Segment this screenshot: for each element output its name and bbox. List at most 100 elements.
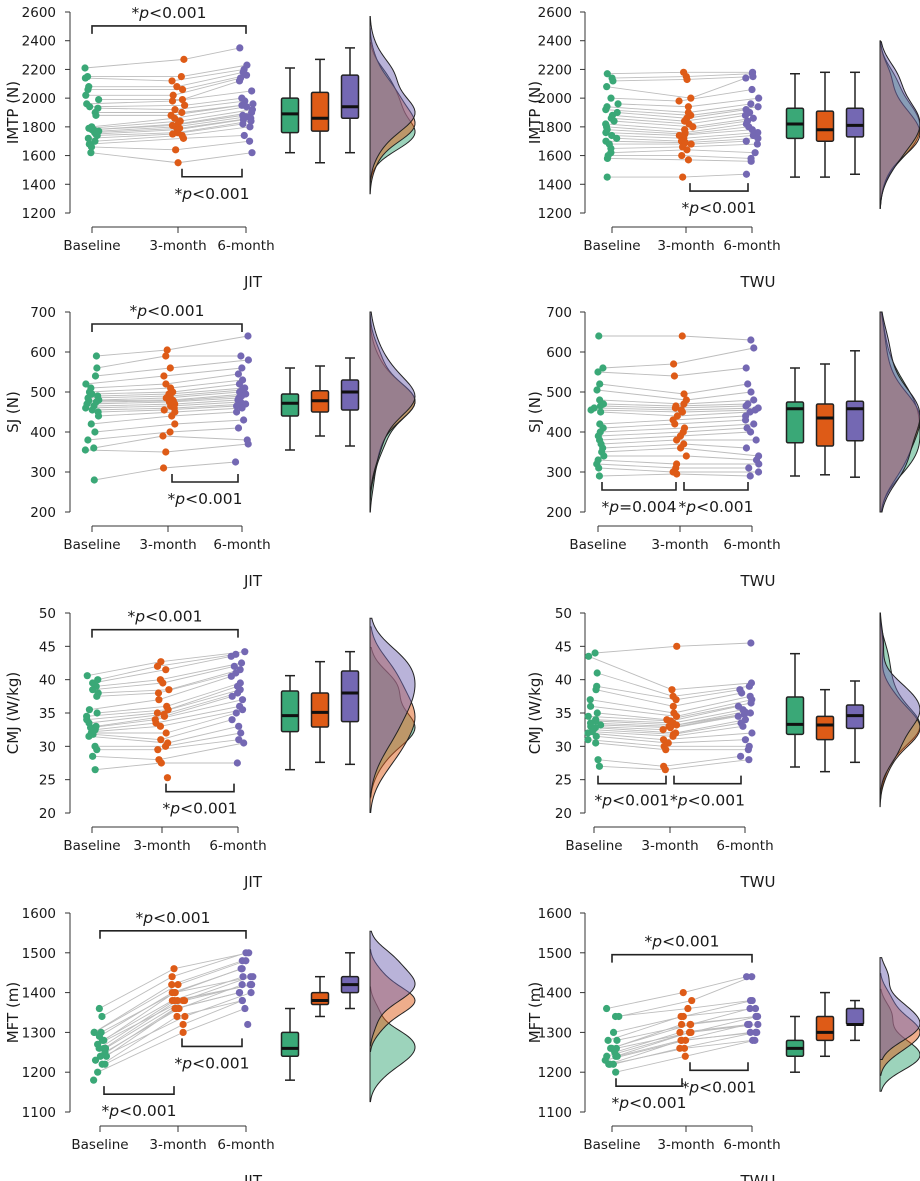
x-tick-label-baseline: Baseline (63, 838, 120, 854)
data-point-3-month (669, 732, 677, 740)
paired-line (610, 146, 683, 149)
paired-line (88, 713, 165, 724)
paired-line (160, 662, 242, 681)
paired-line (103, 1000, 178, 1049)
data-point-6-month (741, 111, 750, 119)
data-point-baseline (592, 739, 600, 747)
data-point-3-month (689, 123, 697, 131)
x-tick-label-3-month: 3-month (139, 537, 196, 553)
data-point-baseline (101, 1060, 109, 1068)
paired-line (587, 739, 665, 747)
paired-line (599, 383, 685, 395)
paired-line (172, 383, 240, 393)
data-point-6-month (743, 973, 751, 981)
data-point-3-month (163, 774, 172, 782)
paired-line (663, 732, 752, 741)
paired-line (687, 1000, 751, 1009)
data-point-3-month (160, 406, 168, 414)
data-point-3-month (659, 726, 667, 734)
paired-line (92, 682, 163, 691)
y-tick-label: 2000 (22, 91, 56, 107)
p-value-label: *p<0.001 (128, 608, 203, 626)
data-point-6-month (742, 74, 750, 82)
paired-line (90, 152, 179, 164)
p-value-label: *p<0.001 (175, 185, 250, 203)
data-point-6-month (230, 662, 238, 670)
y-tick-label: 1400 (22, 986, 56, 1002)
data-point-3-month (159, 432, 167, 440)
data-point-3-month (170, 989, 178, 997)
box-6-month (845, 400, 865, 442)
paired-line (691, 140, 747, 145)
significance-bracket: *p<0.001 (175, 168, 250, 203)
y-tick-label: 700 (546, 305, 572, 321)
y-tick-label: 2000 (538, 91, 572, 107)
data-point-baseline (584, 712, 592, 720)
data-point-6-month (746, 1028, 754, 1036)
data-point-6-month (242, 949, 250, 957)
bracket-line (615, 1078, 683, 1087)
data-point-baseline (599, 364, 607, 372)
paired-line (595, 689, 674, 707)
paired-line (605, 123, 685, 131)
data-point-baseline (87, 143, 96, 151)
paired-line (89, 104, 185, 108)
data-point-baseline (593, 386, 601, 394)
data-point-6-month (235, 722, 243, 730)
paired-line (93, 984, 172, 1033)
data-point-6-month (745, 464, 753, 472)
box-3-month (815, 715, 835, 741)
box-3-month (310, 692, 330, 728)
paired-line (602, 443, 684, 449)
paired-line (93, 403, 175, 407)
density-cloud-6-month (879, 612, 920, 796)
x-tick-label-baseline: Baseline (71, 1137, 128, 1153)
paired-line (96, 355, 166, 369)
paired-line (97, 665, 158, 681)
paired-line (673, 722, 742, 735)
paired-line (675, 689, 740, 701)
paired-line (610, 97, 680, 102)
paired-line (174, 992, 240, 1009)
data-point-3-month (165, 686, 173, 694)
y-tick-label: 1200 (538, 206, 572, 222)
data-point-6-month (233, 759, 241, 767)
paired-line (175, 116, 247, 128)
data-point-3-month (680, 1044, 689, 1052)
data-point-baseline (586, 702, 595, 710)
paired-line (607, 1016, 682, 1041)
cmj-twu-panel: 20 25 30 35 40 45 50 CMJ (W/kg) Baseline 3-month 6… (526, 606, 920, 891)
paired-line (87, 431, 171, 441)
data-point-6-month (747, 699, 755, 707)
data-point-baseline (596, 380, 604, 388)
x-tick-label-3-month: 3-month (149, 238, 206, 254)
box-3-month (815, 110, 835, 142)
paired-line (92, 407, 175, 411)
group-title: TWU (740, 1172, 776, 1181)
y-tick-label: 1400 (538, 177, 572, 193)
paired-line (680, 447, 759, 457)
x-tick-label-3-month: 3-month (149, 1137, 206, 1153)
paired-line (99, 992, 173, 1037)
data-point-3-month (683, 146, 691, 154)
paired-line (607, 71, 684, 75)
data-point-baseline (603, 83, 611, 91)
y-tick-label: 30 (39, 739, 56, 755)
data-point-3-month (171, 106, 179, 114)
data-point-3-month (160, 712, 169, 720)
data-point-3-month (180, 996, 189, 1005)
data-point-baseline (98, 1012, 106, 1021)
paired-line (182, 74, 247, 90)
paired-line (684, 112, 750, 122)
data-point-baseline (586, 696, 594, 704)
significance-bracket: *p<0.001 (91, 302, 243, 332)
paired-line (670, 705, 739, 722)
data-point-baseline (87, 149, 95, 157)
paired-line (690, 1008, 751, 1025)
data-point-3-month (679, 173, 687, 181)
paired-line (96, 679, 161, 687)
paired-line (596, 735, 669, 744)
data-point-3-month (170, 996, 178, 1005)
y-tick-label: 50 (39, 606, 56, 622)
data-point-baseline (93, 709, 101, 717)
